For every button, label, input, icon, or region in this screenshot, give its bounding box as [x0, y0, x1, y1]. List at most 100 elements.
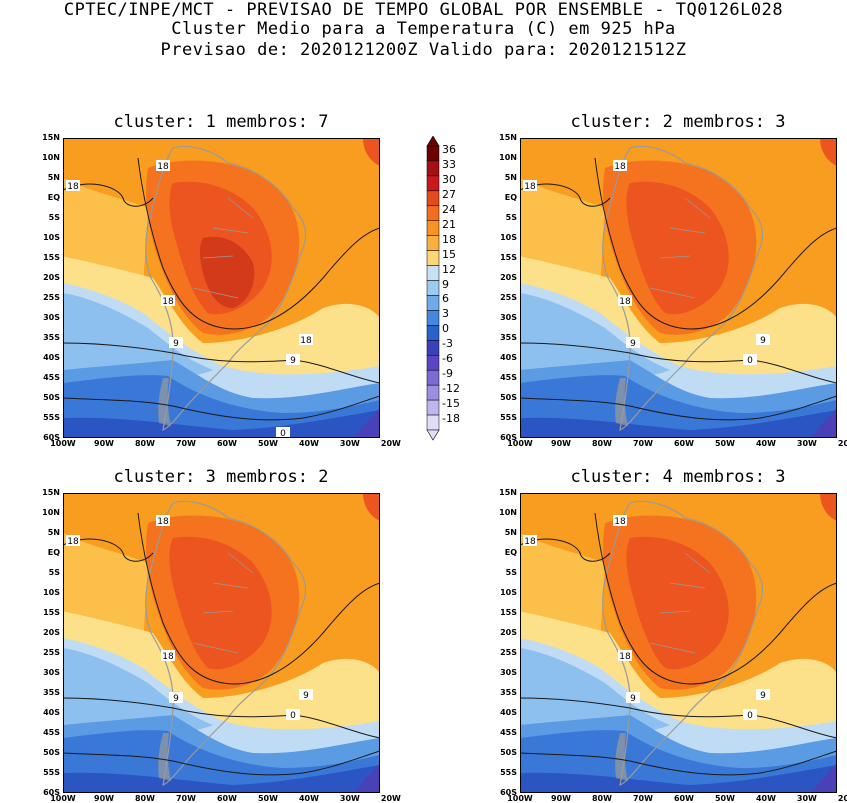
contour-label: 18	[161, 295, 175, 307]
contour-line	[63, 697, 380, 739]
field-band	[63, 611, 380, 743]
map-frame	[520, 493, 837, 793]
field-band	[520, 648, 670, 733]
svg-text:18: 18	[67, 182, 79, 192]
lat-tick-label: 20S	[43, 273, 60, 282]
colorbar-segment	[426, 310, 440, 326]
contour-label: 18	[156, 160, 170, 172]
contour-line	[63, 395, 380, 421]
lon-tick-label: 80W	[134, 794, 155, 803]
colorbar-segment	[426, 265, 440, 281]
lat-tick-label: 40S	[500, 353, 517, 362]
lon-tick-label: 50W	[714, 794, 735, 803]
contour-line	[520, 183, 611, 207]
lon-tick-label: 100W	[507, 794, 533, 803]
colorbar-segment	[426, 384, 440, 401]
svg-text:9: 9	[630, 694, 636, 704]
lat-tick-label: 5S	[48, 213, 60, 222]
contour-label: 18	[618, 650, 632, 662]
contour-label: 9	[756, 334, 770, 346]
lat-tick-label: 25S	[500, 648, 517, 657]
lat-tick-label: 10S	[500, 588, 517, 597]
field-band	[520, 178, 605, 288]
contour-label: 0	[286, 709, 300, 721]
lat-tick-label: 50S	[500, 393, 517, 402]
lat-tick-label: EQ	[504, 193, 517, 202]
lat-tick-label: 15S	[43, 253, 60, 262]
land-patagonia	[158, 378, 171, 426]
panel-title: cluster: 4 membros: 3	[570, 467, 786, 487]
lon-tick-label: 40W	[298, 794, 319, 803]
field-band	[63, 533, 148, 643]
colorbar-segment	[426, 340, 440, 356]
lat-tick-label: 40S	[500, 708, 517, 717]
field-band	[363, 493, 380, 521]
field-band	[200, 236, 255, 308]
lat-tick-label: 30S	[500, 313, 517, 322]
contour-label: 9	[626, 337, 640, 349]
colorbar-level-label: 27	[442, 187, 456, 201]
field-band	[63, 648, 213, 733]
lon-tick-label: 20W	[837, 439, 847, 448]
lat-tick-label: 10N	[499, 153, 517, 162]
colorbar-segment	[426, 190, 440, 207]
contour-label: 18	[161, 650, 175, 662]
colorbar-level-label: 30	[442, 172, 456, 186]
svg-text:9: 9	[173, 339, 179, 349]
contour-line	[520, 750, 837, 776]
lon-tick-label: 60W	[673, 794, 694, 803]
lat-tick-label: 40S	[43, 353, 60, 362]
field-band	[63, 256, 380, 388]
main-title: CPTEC/INPE/MCT - PREVISAO DE TEMPO GLOBA…	[63, 0, 784, 20]
lat-tick-label: 15S	[500, 608, 517, 617]
colorbar-segment	[426, 325, 440, 341]
lat-tick-label: 50S	[43, 393, 60, 402]
lat-tick-label: 55S	[43, 413, 60, 422]
svg-text:18: 18	[157, 162, 169, 172]
lon-tick-label: 30W	[339, 794, 360, 803]
lat-tick-label: 25S	[43, 293, 60, 302]
field-band	[520, 533, 605, 643]
colorbar-level-label: 9	[442, 277, 449, 291]
colorbar-segment	[426, 369, 440, 386]
lat-tick-label: 45S	[500, 728, 517, 737]
lat-tick-label: 15S	[500, 253, 517, 262]
field-band	[520, 611, 837, 743]
field-band	[169, 536, 272, 670]
lon-tick-label: 100W	[50, 794, 76, 803]
contour-line	[63, 538, 154, 562]
colorbar-level-label: 21	[442, 217, 456, 231]
contour-line	[594, 512, 837, 685]
lat-tick-label: 50S	[500, 748, 517, 757]
colorbar-segment	[426, 175, 440, 192]
land-patagonia	[615, 378, 628, 426]
svg-text:9: 9	[760, 691, 766, 701]
coastline	[602, 145, 764, 431]
field-band	[63, 293, 213, 378]
lon-tick-label: 20W	[380, 794, 401, 803]
country-borders	[192, 197, 254, 299]
temperature-map: 18 18 18 18 9 9 0	[63, 138, 380, 438]
lat-tick-label: 55S	[500, 413, 517, 422]
country-borders	[192, 552, 254, 654]
subtitle-dates: Previsao de: 2020121200Z Valido para: 20…	[160, 40, 687, 60]
lat-tick-label: 45S	[43, 373, 60, 382]
colorbar-scale	[426, 136, 440, 441]
svg-text:9: 9	[290, 356, 296, 366]
field-band	[63, 178, 148, 288]
lat-tick-label: 15S	[43, 608, 60, 617]
lat-tick-label: 60S	[43, 433, 60, 442]
svg-text:18: 18	[614, 517, 626, 527]
svg-text:18: 18	[300, 336, 312, 346]
contour-line	[137, 157, 380, 330]
lon-tick-label: 90W	[551, 439, 571, 448]
map-frame	[520, 138, 837, 438]
lat-tick-label: 5N	[47, 173, 60, 182]
colorbar-segment	[426, 160, 440, 177]
contour-line	[520, 342, 837, 384]
colorbar-level-label: -9	[442, 367, 453, 381]
lat-tick-label: 5N	[47, 528, 60, 537]
colorbar-segment	[426, 414, 440, 431]
lat-tick-label: EQ	[504, 548, 517, 557]
colorbar-level-label: 33	[442, 157, 456, 171]
